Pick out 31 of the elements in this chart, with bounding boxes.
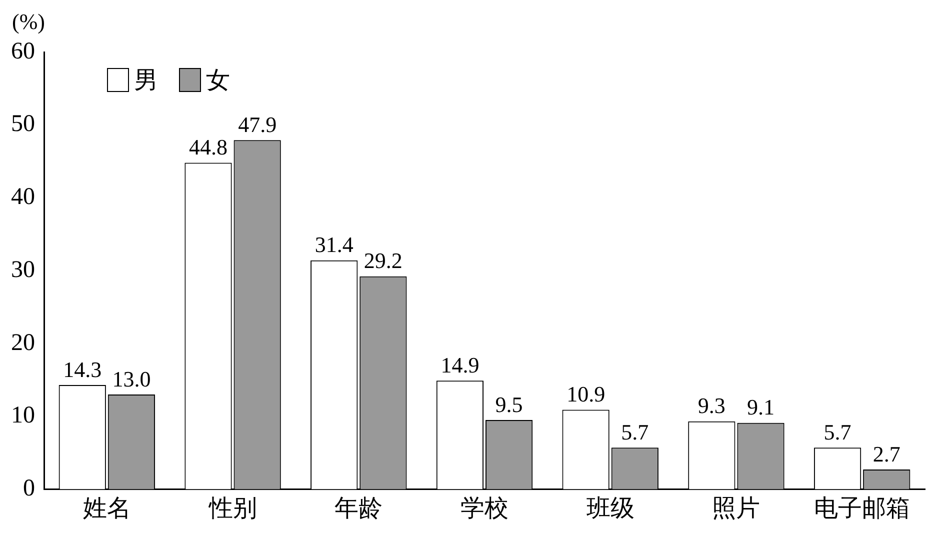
data-label: 44.8	[188, 134, 228, 160]
x-tick-label: 照片	[712, 496, 760, 522]
data-label: 10.9	[566, 382, 606, 407]
data-label: 47.9	[238, 112, 277, 137]
data-label: 9.1	[747, 394, 775, 420]
data-label: 31.4	[314, 232, 354, 258]
legend-label: 女	[206, 67, 230, 96]
data-label: 14.9	[440, 352, 480, 378]
data-label: 14.3	[63, 356, 102, 382]
text: 男	[134, 67, 158, 96]
x-tick-label: 班级	[586, 496, 634, 522]
data-label: 29.2	[364, 248, 402, 274]
y-tick-label: 0	[23, 475, 35, 502]
data-label: 9.3	[698, 393, 726, 418]
y-tick-label: 50	[11, 111, 35, 138]
x-tick-label: 电子邮箱	[814, 496, 910, 522]
x-tick-label: 姓名	[82, 496, 131, 522]
data-label: 13.0	[112, 366, 151, 392]
y-tick-label: 30	[11, 256, 35, 283]
data-label: 5.7	[824, 419, 852, 444]
x-tick-label: 年龄	[334, 496, 383, 522]
data-label: 5.7	[621, 419, 649, 444]
x-tick-label: 性别	[208, 496, 257, 522]
y-axis-title: (%)	[12, 8, 45, 34]
x-tick-label: 学校	[460, 496, 508, 522]
y-tick-label: 20	[11, 330, 35, 356]
y-tick-label: 60	[11, 38, 35, 64]
y-tick-label: 10	[11, 402, 35, 429]
y-tick-label: 40	[11, 184, 35, 210]
data-label: 9.5	[495, 392, 523, 417]
data-label: 2.7	[872, 441, 900, 466]
